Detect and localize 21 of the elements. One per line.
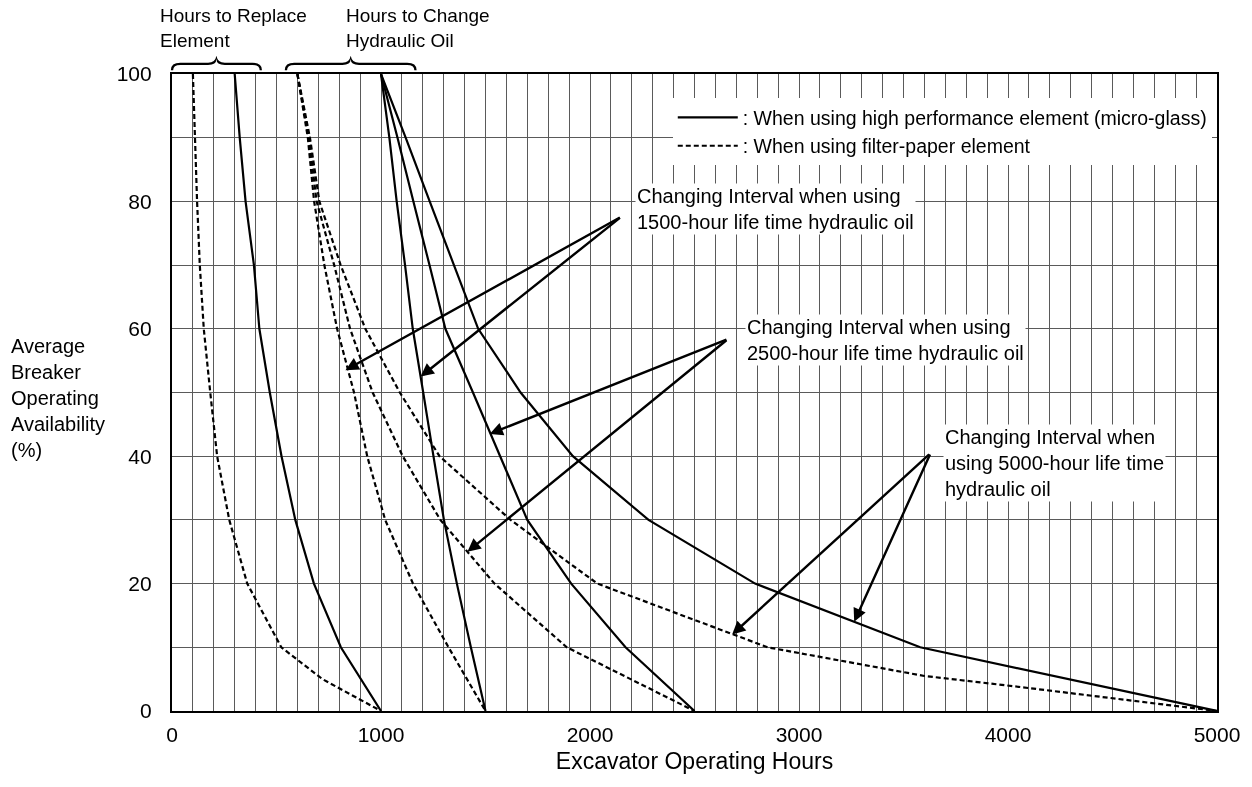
y-tick-label: 0	[140, 699, 152, 723]
y-tick-label: 80	[128, 189, 152, 213]
y-tick-label: 100	[116, 62, 152, 86]
annotation: Changing Interval when using 5000-hour life time hydraulic oil	[945, 426, 1165, 500]
text: Hours to Change Hydraulic Oil	[346, 5, 490, 51]
annotation: Changing Interval when using 2500-hour life time hydraulic oil	[747, 316, 1024, 364]
y-tick-label: 20	[128, 571, 152, 595]
x-tick-label: 0	[166, 723, 178, 747]
x-tick-label: 1000	[357, 723, 405, 747]
x-tick-label: 4000	[984, 723, 1032, 747]
x-tick-label: 2000	[566, 723, 614, 747]
text: Hours to Replace Element	[160, 5, 307, 51]
legend-label: : When using high performance element (micro-glass)	[742, 106, 1207, 129]
x-axis-title: Excavator Operating Hours	[555, 748, 834, 775]
x-tick-label: 3000	[775, 723, 823, 747]
y-axis-title: Average Breaker Operating Availability (%)	[11, 335, 106, 461]
annotation: Changing Interval when using 1500-hour life time hydraulic oil	[637, 185, 914, 233]
y-tick-label: 60	[128, 317, 152, 341]
x-tick-label: 5000	[1193, 723, 1241, 747]
y-tick-label: 40	[128, 444, 152, 468]
legend-label: : When using filter-paper element	[742, 135, 1031, 158]
